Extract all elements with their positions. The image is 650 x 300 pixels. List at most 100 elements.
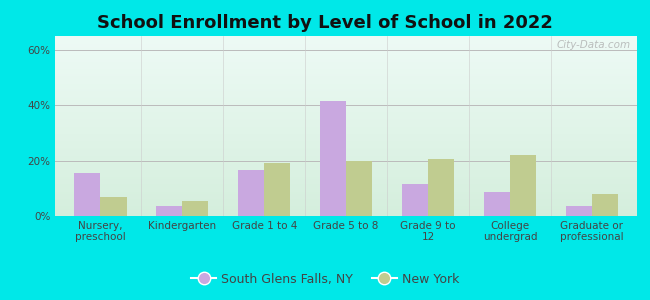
Bar: [55, 63, 637, 64]
Bar: [55, 193, 637, 194]
Bar: [55, 182, 637, 183]
Bar: [55, 90, 637, 91]
Bar: [55, 175, 637, 176]
Bar: [55, 184, 637, 185]
Bar: [55, 211, 637, 212]
Bar: [55, 78, 637, 79]
Bar: [55, 113, 637, 114]
Bar: [55, 173, 637, 174]
Bar: [55, 156, 637, 157]
Bar: [55, 80, 637, 81]
Bar: [55, 67, 637, 68]
Bar: [55, 127, 637, 128]
Bar: [100, 196, 127, 216]
Bar: [55, 91, 637, 92]
Bar: [55, 50, 637, 51]
Bar: [55, 186, 637, 187]
Bar: [55, 213, 637, 214]
Bar: [55, 60, 637, 61]
Bar: [55, 114, 637, 115]
Bar: [55, 73, 637, 74]
Bar: [55, 94, 637, 95]
Bar: [55, 188, 637, 189]
Bar: [55, 151, 637, 152]
Bar: [55, 103, 637, 104]
Bar: [55, 134, 637, 135]
Bar: [55, 104, 637, 105]
Bar: [55, 146, 637, 147]
Bar: [55, 155, 637, 156]
Bar: [55, 55, 637, 56]
Bar: [55, 124, 637, 125]
Bar: [55, 141, 637, 142]
Bar: [55, 176, 637, 177]
Bar: [55, 47, 637, 48]
Bar: [55, 107, 637, 108]
Bar: [55, 132, 637, 133]
Bar: [55, 154, 637, 155]
Bar: [55, 145, 637, 146]
Bar: [55, 99, 637, 100]
Bar: [55, 119, 637, 120]
Bar: [55, 81, 637, 82]
Bar: [55, 112, 637, 113]
Bar: [55, 115, 637, 116]
Bar: [55, 51, 637, 52]
Bar: [55, 179, 637, 180]
Bar: [55, 46, 637, 47]
Bar: [55, 201, 637, 202]
Bar: [55, 70, 637, 71]
Bar: [55, 59, 637, 60]
Bar: [55, 117, 637, 118]
Bar: [55, 79, 637, 80]
Bar: [55, 93, 637, 94]
Bar: [55, 41, 637, 42]
Bar: [55, 85, 637, 86]
Bar: [55, 69, 637, 70]
Bar: [55, 64, 637, 65]
Bar: [55, 65, 637, 66]
Bar: [55, 98, 637, 99]
Bar: [566, 206, 592, 216]
Bar: [55, 165, 637, 166]
Bar: [55, 37, 637, 38]
Bar: [55, 139, 637, 140]
Bar: [74, 173, 100, 216]
Bar: [55, 101, 637, 102]
Bar: [55, 148, 637, 149]
Bar: [55, 100, 637, 101]
Bar: [55, 95, 637, 96]
Bar: [55, 185, 637, 186]
Bar: [55, 111, 637, 112]
Bar: [55, 68, 637, 69]
Bar: [55, 120, 637, 121]
Bar: [55, 178, 637, 179]
Bar: [55, 168, 637, 169]
Bar: [156, 206, 182, 216]
Bar: [55, 158, 637, 159]
Bar: [55, 143, 637, 144]
Bar: [55, 86, 637, 87]
Bar: [55, 205, 637, 206]
Bar: [55, 136, 637, 137]
Bar: [55, 89, 637, 90]
Bar: [55, 198, 637, 199]
Bar: [55, 87, 637, 88]
Bar: [55, 147, 637, 148]
Bar: [55, 133, 637, 134]
Bar: [55, 44, 637, 45]
Bar: [55, 183, 637, 184]
Bar: [55, 203, 637, 204]
Bar: [402, 184, 428, 216]
Bar: [55, 192, 637, 193]
Bar: [55, 204, 637, 205]
Bar: [55, 209, 637, 210]
Bar: [55, 121, 637, 122]
Bar: [55, 66, 637, 67]
Bar: [55, 97, 637, 98]
Bar: [55, 75, 637, 76]
Bar: [55, 144, 637, 145]
Bar: [55, 169, 637, 170]
Bar: [264, 164, 291, 216]
Bar: [55, 153, 637, 154]
